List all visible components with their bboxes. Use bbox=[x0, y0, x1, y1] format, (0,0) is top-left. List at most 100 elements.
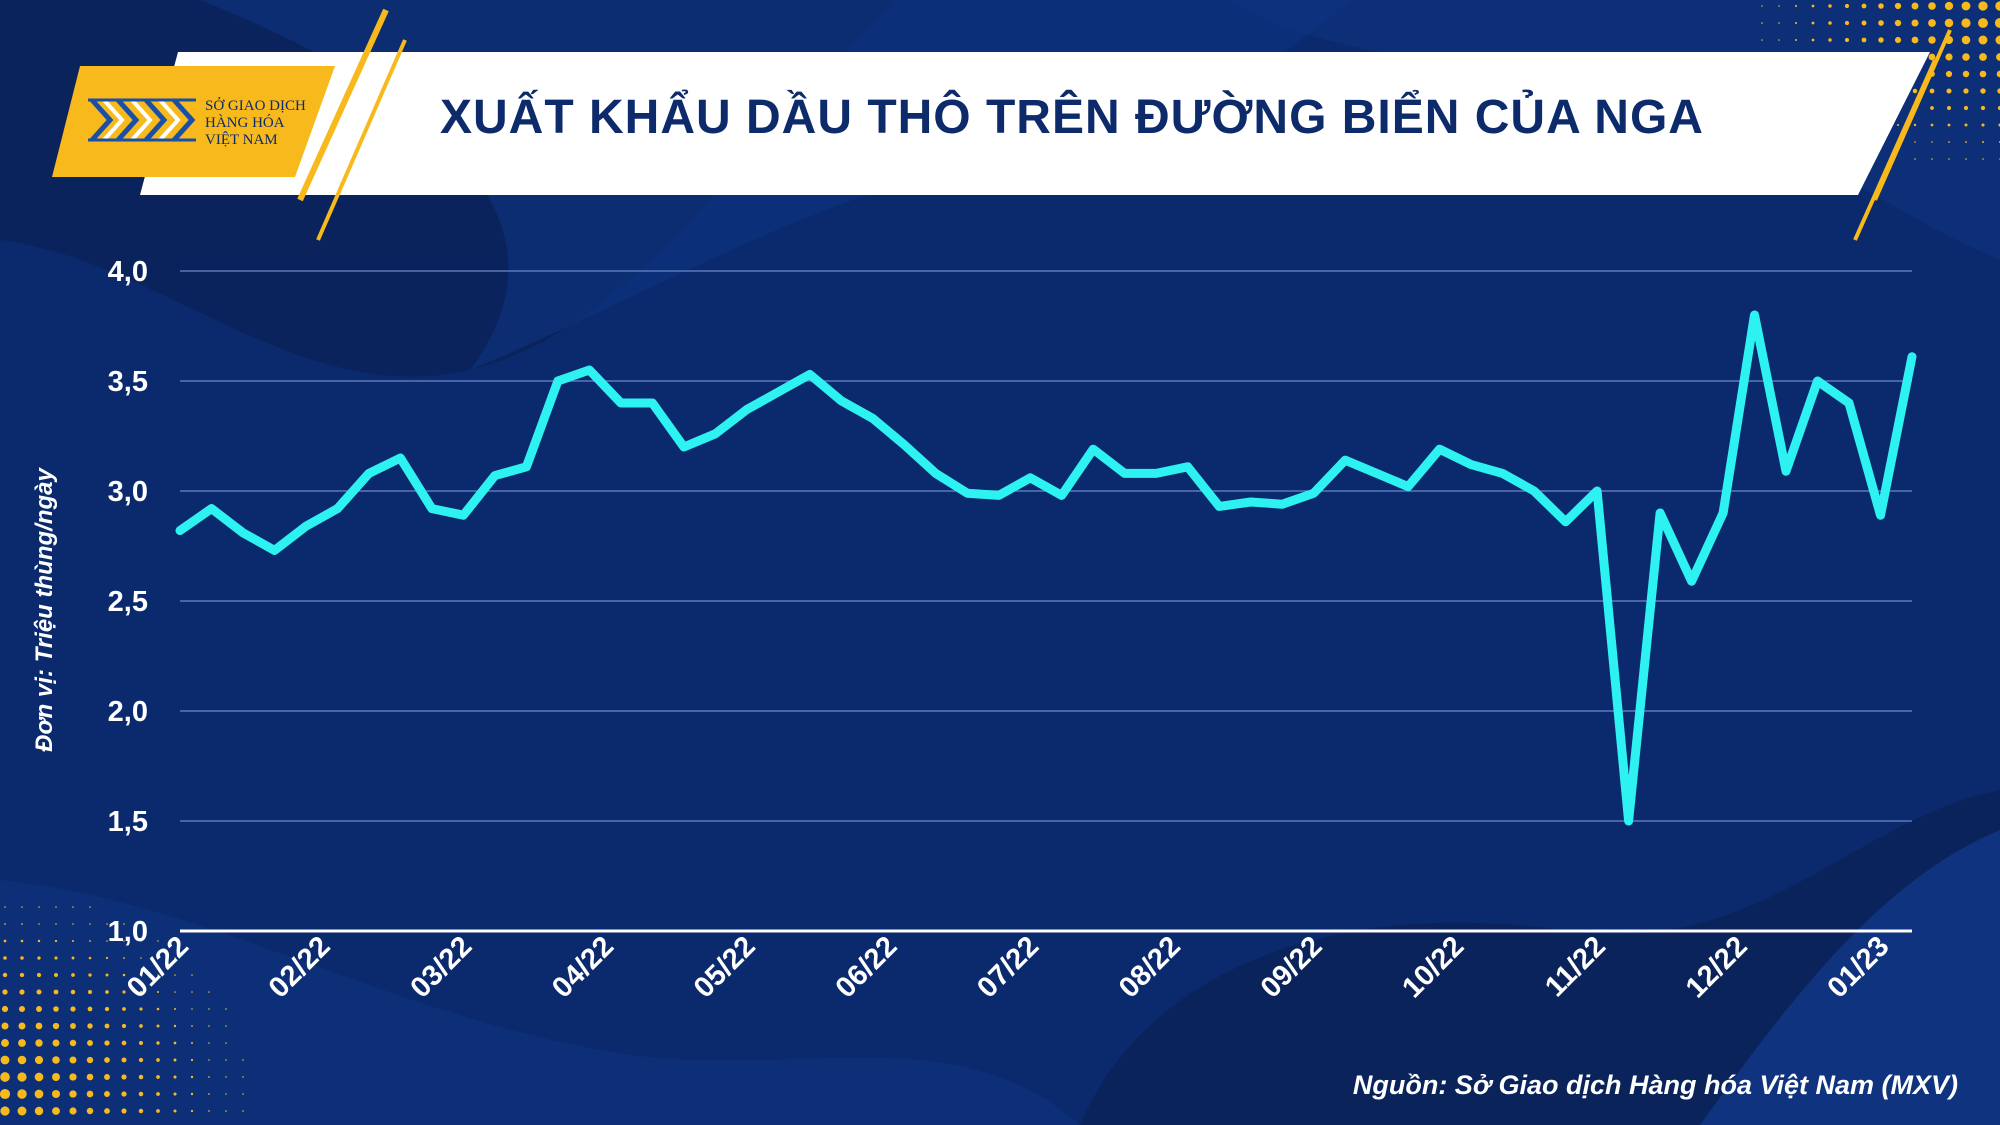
decor-dot bbox=[156, 1092, 160, 1096]
dots-decoration-bottom-left bbox=[0, 906, 244, 1116]
decor-dot bbox=[173, 1058, 177, 1062]
decor-dot bbox=[208, 1008, 210, 1010]
decor-dot bbox=[1928, 19, 1936, 27]
decor-dot bbox=[225, 1008, 227, 1010]
decor-dot bbox=[225, 1059, 227, 1061]
decor-dot bbox=[1844, 37, 1850, 43]
decor-dot bbox=[52, 1056, 60, 1064]
decor-dot bbox=[88, 956, 92, 960]
decor-dot bbox=[1844, 3, 1850, 9]
dots-decoration-top-right bbox=[1761, 1, 2000, 160]
decor-dot bbox=[1979, 70, 1987, 78]
decor-dot bbox=[34, 1089, 44, 1099]
decor-dot bbox=[225, 1076, 227, 1078]
decor-dot bbox=[35, 1039, 43, 1047]
decor-dot bbox=[1965, 141, 1967, 143]
decor-dot bbox=[72, 906, 74, 908]
decor-dot bbox=[69, 1039, 77, 1047]
series-group bbox=[175, 310, 1917, 826]
decor-dot bbox=[242, 1059, 244, 1061]
decor-dot bbox=[157, 957, 159, 959]
decor-dot bbox=[88, 973, 92, 977]
y-tick-label: 1,5 bbox=[108, 806, 148, 838]
decor-dot bbox=[1878, 37, 1884, 43]
decor-dot bbox=[1944, 1, 1954, 11]
decor-dot bbox=[105, 956, 109, 960]
decor-dot bbox=[1961, 18, 1971, 28]
decor-dot bbox=[1878, 20, 1884, 26]
decor-dot bbox=[174, 1008, 176, 1010]
decor-dot bbox=[52, 1022, 60, 1030]
decor-dot bbox=[35, 1022, 43, 1030]
decor-dot bbox=[104, 1057, 110, 1063]
decor-dot bbox=[1861, 20, 1867, 26]
decor-dot bbox=[156, 990, 160, 994]
decor-dot bbox=[123, 940, 125, 942]
decor-dot bbox=[34, 1055, 44, 1065]
decor-dot bbox=[156, 1024, 160, 1028]
decor-dot bbox=[138, 1057, 144, 1063]
decor-dot bbox=[139, 1007, 143, 1011]
decor-dot bbox=[1894, 2, 1902, 10]
decor-dot bbox=[1811, 38, 1815, 42]
decor-dot bbox=[121, 1091, 127, 1097]
decor-dot bbox=[54, 939, 58, 943]
decor-dot bbox=[36, 972, 42, 978]
decor-dot bbox=[1928, 36, 1936, 44]
decor-dot bbox=[1794, 21, 1798, 25]
decor-dot bbox=[1912, 88, 1918, 94]
decor-dot bbox=[1962, 70, 1970, 78]
decor-dot bbox=[1828, 38, 1832, 42]
decor-dot bbox=[140, 940, 142, 942]
decor-dot bbox=[191, 1008, 193, 1010]
decor-dot bbox=[106, 940, 108, 942]
decor-dot bbox=[1878, 3, 1884, 9]
decor-dot bbox=[157, 974, 159, 976]
decor-dot bbox=[69, 1107, 77, 1115]
decor-dot bbox=[1778, 22, 1780, 24]
decor-dot bbox=[3, 956, 7, 960]
decor-dot bbox=[1995, 1, 2000, 11]
decor-dot bbox=[208, 1025, 210, 1027]
decor-dot bbox=[0, 1072, 10, 1082]
decor-dot bbox=[1930, 123, 1934, 127]
decor-dot bbox=[1978, 18, 1988, 28]
decor-dot bbox=[106, 923, 108, 925]
decor-dot bbox=[105, 973, 109, 977]
decor-dot bbox=[19, 989, 25, 995]
decor-dot bbox=[18, 1005, 26, 1013]
decor-dot bbox=[21, 906, 23, 908]
x-tick-label: 04/22 bbox=[546, 930, 620, 1004]
decor-dot bbox=[17, 1072, 27, 1082]
decor-dot bbox=[1778, 5, 1780, 7]
decor-dot bbox=[71, 956, 75, 960]
decor-dot bbox=[123, 923, 125, 925]
decor-dot bbox=[18, 1039, 26, 1047]
decor-dot bbox=[208, 1059, 210, 1061]
decor-dot bbox=[3, 939, 7, 943]
decor-dot bbox=[138, 1040, 144, 1046]
decor-dot bbox=[191, 991, 193, 993]
decor-dot bbox=[1911, 2, 1919, 10]
decor-dot bbox=[191, 1025, 193, 1027]
x-tick-label: 05/22 bbox=[688, 930, 762, 1004]
x-tick-label: 03/22 bbox=[404, 930, 478, 1004]
decor-dot bbox=[173, 1109, 177, 1113]
decor-dot bbox=[190, 1109, 194, 1113]
decor-dot bbox=[1961, 1, 1971, 11]
series-line bbox=[175, 310, 1917, 826]
decor-dot bbox=[19, 972, 25, 978]
decor-dot bbox=[86, 1056, 94, 1064]
decor-dot bbox=[1965, 158, 1967, 160]
y-tick-label: 4,0 bbox=[108, 256, 148, 288]
decor-dot bbox=[17, 1055, 27, 1065]
decor-dot bbox=[173, 1024, 177, 1028]
decor-dot bbox=[121, 1074, 127, 1080]
decor-dot bbox=[174, 974, 176, 976]
decor-dot bbox=[71, 939, 75, 943]
decor-dot bbox=[225, 1042, 227, 1044]
decor-dot bbox=[1861, 37, 1867, 43]
decor-dot bbox=[89, 923, 91, 925]
decor-dot bbox=[87, 1006, 93, 1012]
